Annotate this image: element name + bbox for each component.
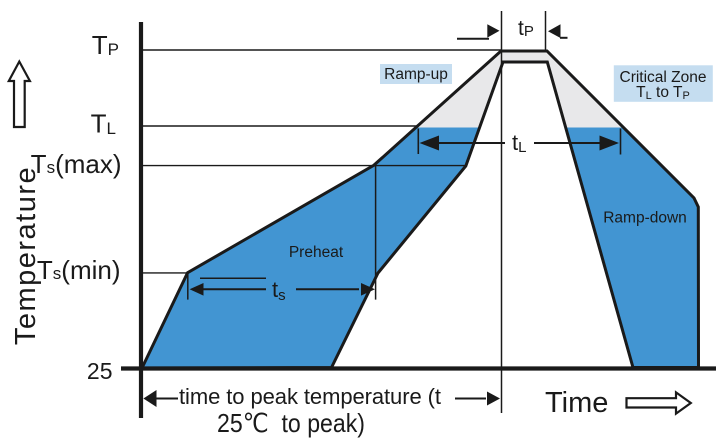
svg-text:Ramp-down: Ramp-down [603, 210, 687, 227]
svg-text:Ts(max): Ts(max) [31, 149, 122, 179]
svg-text:Temperature: Temperature [10, 166, 42, 345]
svg-text:TL to TP: TL to TP [636, 84, 690, 102]
svg-text:Critical Zone: Critical Zone [620, 69, 707, 86]
svg-text:tL: tL [512, 130, 526, 156]
svg-text:time to peak temperature (t: time to peak temperature (t [179, 384, 441, 409]
svg-text:Ts(min): Ts(min) [37, 255, 121, 285]
svg-text:25: 25 [87, 358, 113, 384]
svg-text:Preheat: Preheat [289, 244, 344, 261]
svg-text:TL: TL [91, 109, 116, 139]
svg-text:Ramp-up: Ramp-up [384, 66, 448, 83]
svg-text:Time: Time [545, 387, 608, 419]
svg-text:tP: tP [518, 17, 534, 40]
svg-text:TP: TP [92, 30, 119, 60]
svg-text:25℃ to peak): 25℃ to peak) [217, 408, 365, 438]
